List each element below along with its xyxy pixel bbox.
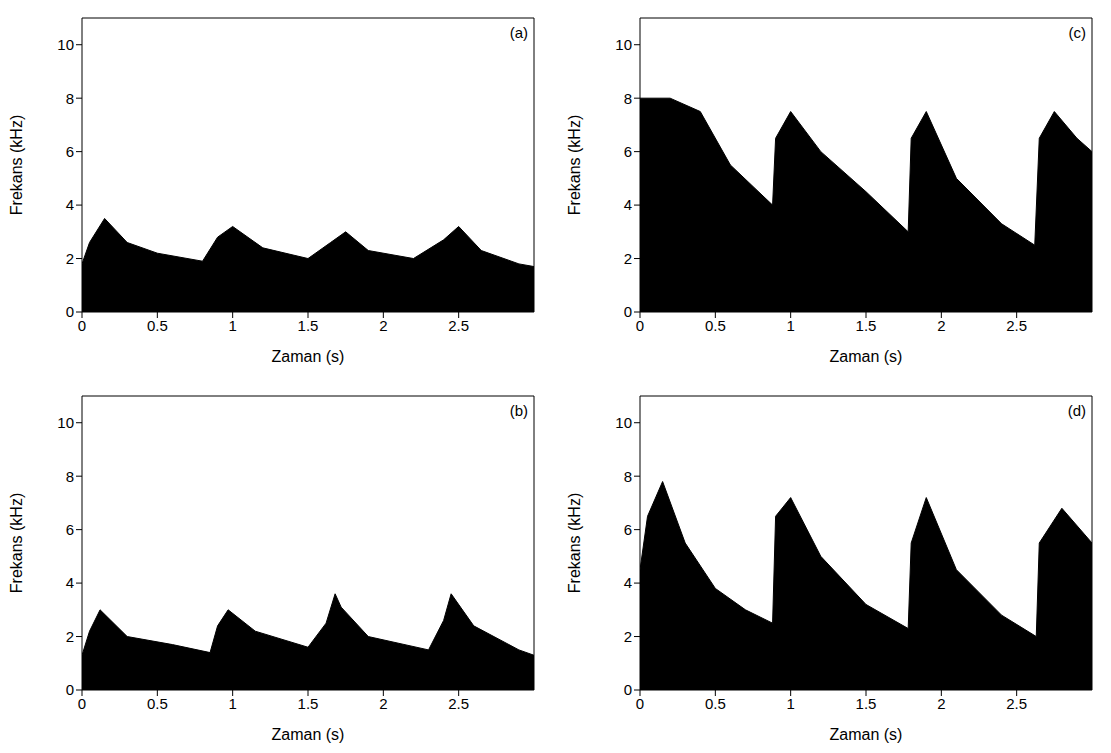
html-text:(d): (d) xyxy=(1067,402,1086,419)
svg-text:0: 0 xyxy=(78,317,86,334)
svg-text:0: 0 xyxy=(636,317,644,334)
svg-text:Frekans (kHz): Frekans (kHz) xyxy=(8,115,25,215)
svg-text:0: 0 xyxy=(624,303,632,320)
svg-text:0.5: 0.5 xyxy=(705,317,726,334)
svg-text:1: 1 xyxy=(228,695,236,712)
svg-text:2: 2 xyxy=(624,250,632,267)
svg-text:Zaman (s): Zaman (s) xyxy=(272,726,345,743)
svg-text:2: 2 xyxy=(66,628,74,645)
svg-text:0: 0 xyxy=(66,681,74,698)
svg-text:2.5: 2.5 xyxy=(448,317,469,334)
svg-text:0: 0 xyxy=(78,695,86,712)
svg-text:10: 10 xyxy=(615,414,632,431)
svg-text:2: 2 xyxy=(66,250,74,267)
svg-text:0.5: 0.5 xyxy=(705,695,726,712)
svg-text:0.5: 0.5 xyxy=(147,695,168,712)
svg-text:Frekans (kHz): Frekans (kHz) xyxy=(566,115,583,215)
svg-text:2: 2 xyxy=(937,317,945,334)
svg-text:8: 8 xyxy=(66,468,74,485)
svg-text:1: 1 xyxy=(228,317,236,334)
html-text:(b): (b) xyxy=(509,402,528,419)
svg-text:8: 8 xyxy=(624,90,632,107)
svg-text:Zaman (s): Zaman (s) xyxy=(830,726,903,743)
svg-text:1.5: 1.5 xyxy=(856,695,877,712)
svg-text:6: 6 xyxy=(66,143,74,160)
svg-text:1.5: 1.5 xyxy=(298,317,319,334)
svg-text:2: 2 xyxy=(379,695,387,712)
svg-text:8: 8 xyxy=(624,468,632,485)
svg-text:2.5: 2.5 xyxy=(1006,317,1027,334)
svg-text:4: 4 xyxy=(66,196,74,213)
svg-text:0: 0 xyxy=(624,681,632,698)
svg-text:10: 10 xyxy=(615,36,632,53)
svg-text:Zaman (s): Zaman (s) xyxy=(830,348,903,365)
svg-text:6: 6 xyxy=(66,521,74,538)
svg-text:0: 0 xyxy=(66,303,74,320)
svg-text:1.5: 1.5 xyxy=(856,317,877,334)
svg-text:4: 4 xyxy=(66,574,74,591)
svg-text:2: 2 xyxy=(937,695,945,712)
svg-text:2.5: 2.5 xyxy=(1006,695,1027,712)
html-text:(c): (c) xyxy=(1068,24,1086,41)
svg-text:Frekans (kHz): Frekans (kHz) xyxy=(566,493,583,593)
svg-text:2: 2 xyxy=(624,628,632,645)
svg-text:1.5: 1.5 xyxy=(298,695,319,712)
svg-text:6: 6 xyxy=(624,521,632,538)
svg-text:Zaman (s): Zaman (s) xyxy=(272,348,345,365)
svg-text:2: 2 xyxy=(379,317,387,334)
svg-text:10: 10 xyxy=(57,36,74,53)
svg-text:1: 1 xyxy=(786,695,794,712)
svg-text:Frekans (kHz): Frekans (kHz) xyxy=(8,493,25,593)
svg-text:1: 1 xyxy=(786,317,794,334)
svg-text:6: 6 xyxy=(624,143,632,160)
svg-text:4: 4 xyxy=(624,574,632,591)
svg-text:4: 4 xyxy=(624,196,632,213)
svg-text:2.5: 2.5 xyxy=(448,695,469,712)
svg-text:0.5: 0.5 xyxy=(147,317,168,334)
svg-text:10: 10 xyxy=(57,414,74,431)
html-text:(a): (a) xyxy=(509,24,528,41)
svg-text:8: 8 xyxy=(66,90,74,107)
svg-text:0: 0 xyxy=(636,695,644,712)
